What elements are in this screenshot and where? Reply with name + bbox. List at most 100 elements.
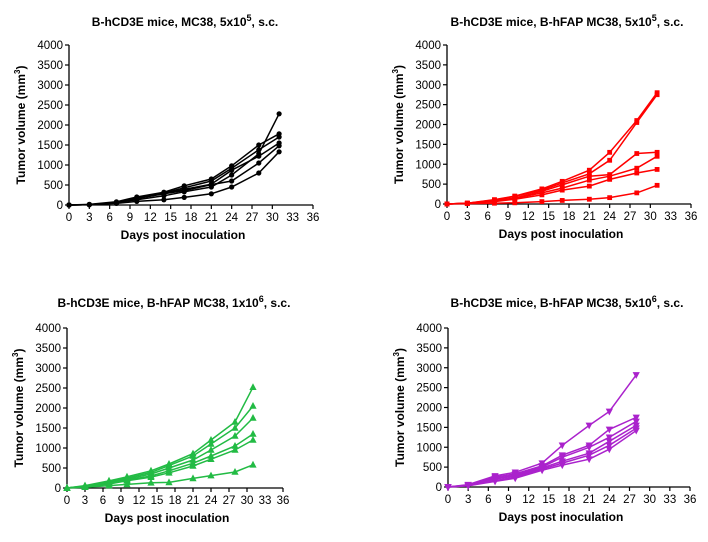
series-line-4 [446, 155, 658, 205]
chart-title-suffix: , s.c. [264, 296, 291, 310]
y-tick-label: 500 [42, 463, 61, 475]
chart-title: B-hCD3E mice, MC38, 5x105, s.c. [92, 13, 278, 29]
y-axis-label: Tumor volume (mm3) [392, 348, 407, 467]
x-tick-label: 6 [484, 211, 490, 223]
series-line-5 [66, 439, 254, 489]
x-axis-label: Days post inoculation [499, 227, 624, 241]
series-line-6 [66, 464, 254, 489]
x-tick-label: 36 [307, 212, 320, 224]
data-point [147, 478, 155, 486]
data-point [231, 424, 239, 431]
x-tick-label: 18 [563, 494, 576, 506]
data-point [632, 427, 640, 435]
chart-panel-3: B-hCD3E mice, B-hFAP MC38, 1x106, s.c.05… [11, 294, 290, 525]
x-tick-label: 0 [64, 495, 70, 507]
chart-title-suffix: , s.c. [657, 15, 684, 29]
y-tick-label: 2500 [416, 383, 442, 395]
data-point [249, 402, 257, 409]
y-tick-label: 1000 [415, 159, 441, 171]
data-point [491, 478, 499, 486]
y-tick-label: 2000 [35, 403, 61, 415]
data-point [256, 170, 262, 176]
data-point [634, 170, 640, 176]
x-tick-label: 15 [542, 494, 555, 506]
data-point [161, 197, 167, 203]
chart-title-text: B-hCD3E mice, MC38, 5x10 [92, 15, 247, 29]
y-tick-label: 1000 [35, 443, 61, 455]
y-tick-label: 3500 [416, 343, 442, 355]
x-axis-label: Days post inoculation [121, 228, 246, 242]
chart-title-superscript: 5 [652, 13, 657, 23]
data-point [558, 454, 566, 462]
y-tick-label: 0 [55, 483, 61, 495]
data-point [464, 201, 470, 207]
data-point [123, 480, 131, 488]
data-point [558, 462, 566, 470]
chart-title-text: B-hCD3E mice, B-hFAP MC38, 1x10 [58, 296, 260, 310]
x-axis-label: Days post inoculation [499, 510, 624, 524]
data-point [249, 436, 257, 443]
x-tick-label: 9 [505, 494, 511, 506]
series-line-1 [446, 92, 658, 205]
y-tick-label: 3500 [37, 60, 63, 72]
data-point [249, 430, 257, 437]
data-point [634, 165, 640, 171]
chart-panel-1: B-hCD3E mice, MC38, 5x105, s.c. 0 500 1000 1… [13, 13, 319, 242]
data-point [586, 196, 592, 202]
data-point [632, 418, 640, 426]
data-point [147, 473, 155, 480]
y-tick-label: 2500 [37, 100, 63, 112]
y-axis-label-text: Tumor volume (mm [392, 73, 406, 183]
x-tick-label: 36 [277, 495, 290, 507]
y-axis-label-text: Tumor volume (mm [14, 74, 28, 184]
x-tick-label: 18 [563, 211, 576, 223]
series-line-5 [68, 145, 280, 206]
y-axis-label-suffix: ) [12, 349, 26, 353]
x-tick-label: 33 [663, 494, 676, 506]
x-tick-label: 27 [623, 494, 636, 506]
y-axis-label-suffix: ) [393, 348, 407, 352]
x-tick-label: 30 [644, 211, 657, 223]
series-line-5 [446, 168, 658, 205]
data-point [276, 111, 282, 117]
chart-title-text: B-hCD3E mice, B-hFAP MC38, 5x10 [451, 296, 653, 310]
data-point [511, 475, 519, 483]
x-tick-label: 27 [624, 211, 637, 223]
data-point [256, 142, 262, 148]
data-point [256, 153, 262, 159]
x-tick-label: 6 [106, 212, 112, 224]
data-point [181, 188, 187, 194]
data-point [559, 182, 565, 188]
data-point [189, 462, 197, 469]
y-tick-label: 3000 [416, 363, 442, 375]
x-tick-label: 33 [664, 211, 677, 223]
x-tick-label: 21 [583, 494, 596, 506]
data-point [231, 418, 239, 425]
x-tick-label: 9 [127, 212, 133, 224]
y-tick-label: 2500 [35, 383, 61, 395]
data-point [105, 481, 113, 489]
y-axis-label-superscript: 3 [392, 351, 401, 356]
data-point [207, 436, 215, 443]
x-tick-label: 21 [187, 495, 200, 507]
data-point [605, 446, 613, 454]
x-tick-label: 15 [151, 495, 164, 507]
y-axis-label: Tumor volume (mm3) [13, 66, 28, 185]
data-point [207, 440, 215, 447]
y-tick-label: 1500 [37, 140, 63, 152]
y-tick-label: 2000 [416, 403, 442, 415]
data-point [208, 182, 214, 188]
x-tick-label: 30 [241, 495, 254, 507]
y-tick-label: 0 [57, 200, 63, 212]
chart-title-suffix: , s.c. [252, 15, 279, 29]
y-tick-label: 2000 [37, 120, 63, 132]
data-point [605, 438, 613, 446]
chart-title: B-hCD3E mice, B-hFAP MC38, 5x105, s.c. [451, 13, 684, 29]
data-point [559, 187, 565, 193]
data-point [444, 201, 450, 207]
data-point [605, 408, 613, 416]
y-tick-label: 0 [436, 482, 442, 494]
chart-title-suffix: , s.c. [657, 296, 684, 310]
x-tick-label: 3 [465, 494, 471, 506]
data-point [632, 372, 640, 379]
